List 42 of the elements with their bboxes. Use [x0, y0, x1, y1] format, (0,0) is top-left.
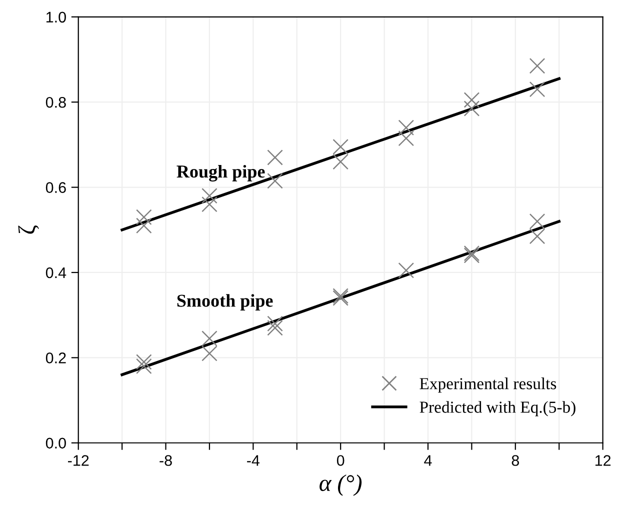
x-axis-title: α (°) — [320, 474, 362, 496]
y-tick-label: 0.2 — [46, 352, 66, 364]
point — [464, 100, 480, 116]
point — [529, 228, 546, 244]
x-tick-label: 4 — [424, 455, 432, 466]
legend-label: Predicted with Eq.(5-b) — [420, 401, 576, 416]
point — [267, 172, 283, 189]
annotation: Rough pipe — [176, 164, 265, 182]
point — [136, 358, 152, 374]
point — [398, 262, 414, 278]
point — [202, 188, 218, 204]
x-tick-label: -4 — [247, 455, 260, 466]
y-tick-label: 0.6 — [46, 182, 66, 193]
point — [267, 150, 283, 166]
x-tick-label: 0 — [336, 455, 344, 466]
x-tick-label: 12 — [595, 455, 611, 466]
legend-label: Experimental results — [420, 378, 556, 393]
annotation: Smooth pipe — [177, 294, 273, 310]
point — [136, 218, 152, 234]
point — [529, 58, 546, 74]
y-tick-label: 0.8 — [46, 96, 66, 108]
point — [267, 320, 283, 336]
point — [267, 316, 283, 332]
point — [332, 138, 348, 155]
point — [202, 330, 218, 346]
y-tick-label: 0.4 — [46, 267, 66, 278]
x-tick-label: -8 — [160, 455, 172, 466]
y-tick-label: 1.0 — [46, 12, 66, 23]
point — [529, 81, 546, 98]
point — [136, 209, 152, 226]
x-tick-label: 8 — [512, 455, 519, 466]
point — [464, 92, 480, 108]
point — [202, 346, 218, 362]
y-axis-title: ζ — [18, 226, 39, 234]
point — [136, 354, 152, 370]
x-tick-label: -12 — [68, 455, 89, 466]
point — [529, 213, 546, 230]
y-tick-label: 0.0 — [46, 438, 66, 449]
point — [398, 130, 414, 146]
point — [202, 196, 218, 212]
point — [398, 120, 414, 136]
point — [332, 154, 348, 170]
